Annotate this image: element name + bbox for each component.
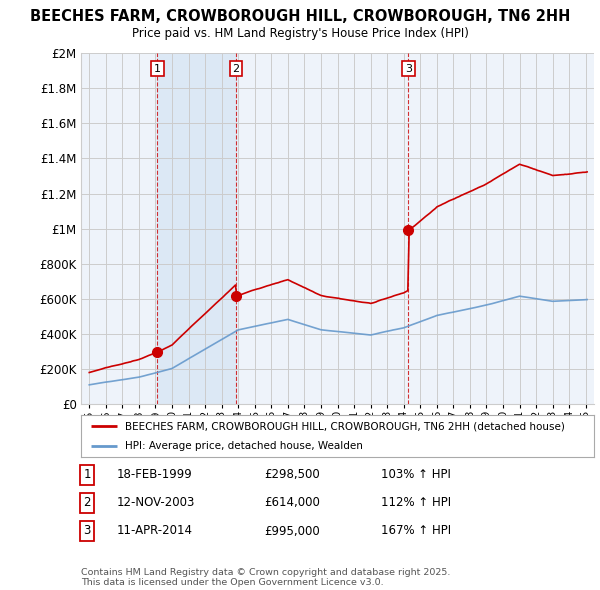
Text: 3: 3 — [405, 64, 412, 74]
Text: Contains HM Land Registry data © Crown copyright and database right 2025.
This d: Contains HM Land Registry data © Crown c… — [81, 568, 451, 587]
Text: 18-FEB-1999: 18-FEB-1999 — [117, 468, 193, 481]
Text: HPI: Average price, detached house, Wealden: HPI: Average price, detached house, Weal… — [125, 441, 362, 451]
Text: £995,000: £995,000 — [264, 525, 320, 537]
Text: 103% ↑ HPI: 103% ↑ HPI — [381, 468, 451, 481]
Text: 112% ↑ HPI: 112% ↑ HPI — [381, 496, 451, 509]
Text: Price paid vs. HM Land Registry's House Price Index (HPI): Price paid vs. HM Land Registry's House … — [131, 27, 469, 40]
Text: £298,500: £298,500 — [264, 468, 320, 481]
Text: BEECHES FARM, CROWBOROUGH HILL, CROWBOROUGH, TN6 2HH: BEECHES FARM, CROWBOROUGH HILL, CROWBORO… — [30, 9, 570, 24]
Text: 1: 1 — [83, 468, 91, 481]
Text: £614,000: £614,000 — [264, 496, 320, 509]
Text: 2: 2 — [83, 496, 91, 509]
Text: BEECHES FARM, CROWBOROUGH HILL, CROWBOROUGH, TN6 2HH (detached house): BEECHES FARM, CROWBOROUGH HILL, CROWBORO… — [125, 421, 565, 431]
Text: 1: 1 — [154, 64, 161, 74]
Text: 3: 3 — [83, 525, 91, 537]
Text: 12-NOV-2003: 12-NOV-2003 — [117, 496, 196, 509]
Text: 167% ↑ HPI: 167% ↑ HPI — [381, 525, 451, 537]
Text: 2: 2 — [232, 64, 239, 74]
Bar — [157, 53, 236, 404]
Text: 11-APR-2014: 11-APR-2014 — [117, 525, 193, 537]
